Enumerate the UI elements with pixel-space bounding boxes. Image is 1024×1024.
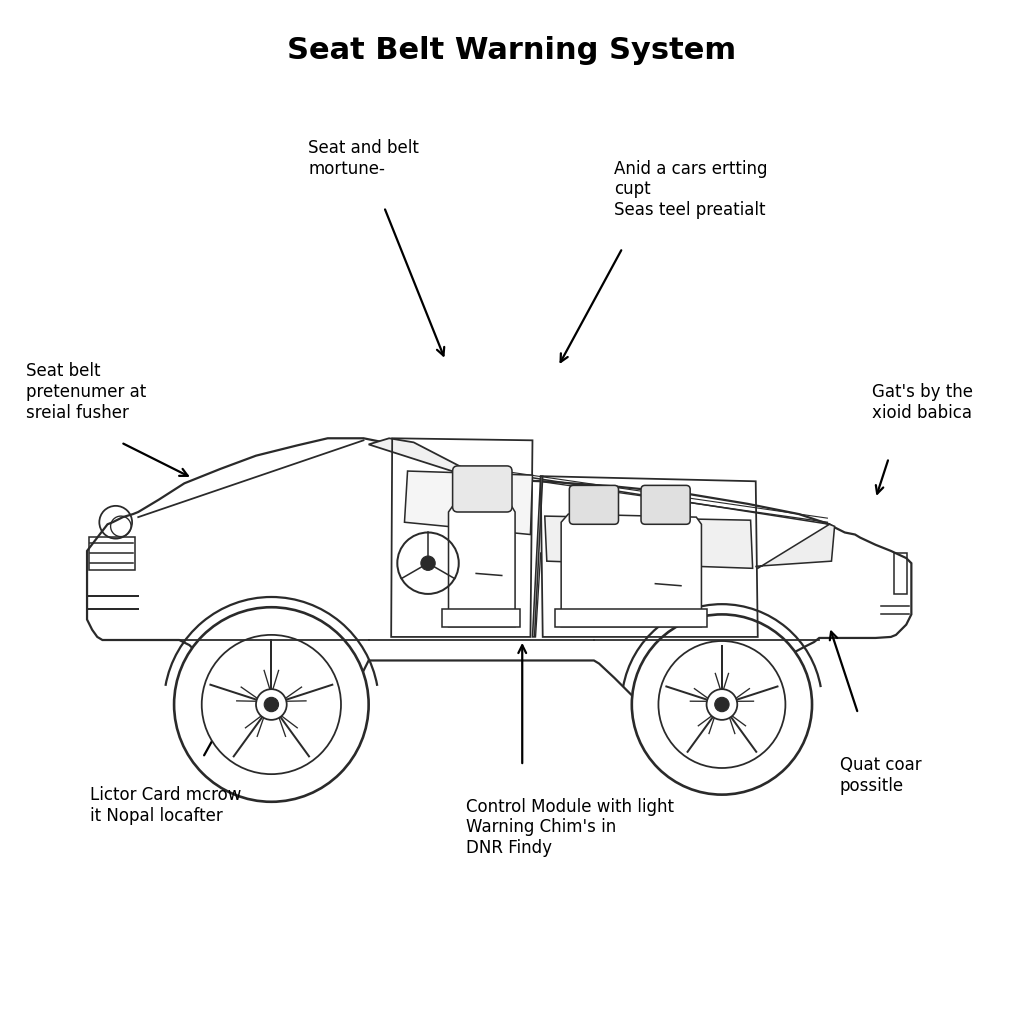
- Text: Seat Belt Warning System: Seat Belt Warning System: [288, 36, 736, 65]
- Circle shape: [715, 697, 729, 712]
- FancyBboxPatch shape: [569, 485, 618, 524]
- Text: Seat and belt
mortune-: Seat and belt mortune-: [308, 139, 419, 178]
- Polygon shape: [561, 514, 701, 627]
- Text: Quat coar
possitle: Quat coar possitle: [840, 756, 922, 795]
- Polygon shape: [404, 471, 532, 535]
- Circle shape: [256, 689, 287, 720]
- Circle shape: [707, 689, 737, 720]
- Text: Lictor Card mcrow
it Nopal locafter: Lictor Card mcrow it Nopal locafter: [90, 786, 242, 825]
- FancyBboxPatch shape: [453, 466, 512, 512]
- Text: Gat's by the
xioid babica: Gat's by the xioid babica: [872, 383, 974, 422]
- Polygon shape: [545, 516, 753, 568]
- Polygon shape: [756, 524, 835, 568]
- Circle shape: [174, 607, 369, 802]
- Circle shape: [202, 635, 341, 774]
- Polygon shape: [369, 438, 473, 477]
- Polygon shape: [87, 438, 911, 719]
- FancyBboxPatch shape: [641, 485, 690, 524]
- Polygon shape: [442, 609, 520, 627]
- Text: Seat belt
pretenumer at
sreial fusher: Seat belt pretenumer at sreial fusher: [26, 362, 145, 422]
- Circle shape: [632, 614, 812, 795]
- Polygon shape: [555, 609, 707, 627]
- Text: Control Module with light
Warning Chim's in
DNR Findy: Control Module with light Warning Chim's…: [466, 798, 674, 857]
- Polygon shape: [449, 502, 515, 627]
- Polygon shape: [532, 476, 543, 637]
- Text: Anid a cars ertting
cupt
Seas teel preatialt: Anid a cars ertting cupt Seas teel preat…: [614, 160, 768, 219]
- Circle shape: [658, 641, 785, 768]
- Circle shape: [421, 556, 435, 570]
- Circle shape: [264, 697, 279, 712]
